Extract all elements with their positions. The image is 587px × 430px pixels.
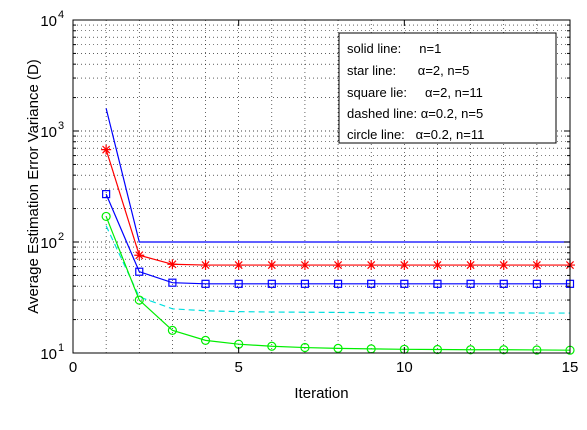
square-marker — [400, 279, 409, 288]
circle-marker — [101, 211, 111, 222]
circle-marker — [167, 325, 177, 335]
square-marker — [466, 279, 475, 288]
series-line-circle — [105, 216, 571, 351]
legend-entry-0: solid line: n=1 — [347, 41, 441, 56]
square-marker — [532, 279, 541, 288]
square-marker — [367, 279, 376, 288]
y-tick-label: 10 — [40, 13, 57, 30]
legend-entry-1: star line: α=2, n=5 — [347, 63, 469, 78]
x-tick-label: 0 — [69, 359, 77, 376]
y-tick-label: 10 — [40, 235, 57, 252]
circle-marker — [532, 345, 542, 355]
square-marker — [333, 279, 343, 288]
legend-entry-2: square lie: α=2, n=11 — [347, 85, 483, 100]
series-line-solid — [105, 108, 570, 243]
star-marker — [299, 260, 310, 271]
star-marker — [498, 260, 509, 271]
square-marker — [102, 190, 111, 199]
square-marker — [433, 279, 442, 288]
circle-marker — [466, 345, 476, 355]
x-tick-label: 5 — [234, 359, 242, 376]
square-marker — [267, 279, 276, 288]
x-axis-label: Iteration — [294, 385, 348, 402]
y-axis-label: Average Estimation Error Variance (D) — [25, 59, 42, 314]
y-tick-exponent: 1 — [58, 342, 64, 354]
y-tick-label: 10 — [40, 346, 57, 363]
square-marker — [499, 279, 508, 288]
series-layer — [101, 108, 575, 355]
legend-entry-3: dashed line: α=0.2, n=5 — [347, 106, 483, 121]
star-marker — [101, 144, 112, 155]
star-marker — [432, 260, 443, 271]
circle-marker — [134, 295, 144, 305]
series-line-dashed — [105, 225, 570, 314]
y-tick-label: 10 — [40, 124, 57, 141]
star-marker — [531, 260, 542, 271]
square-marker — [135, 267, 144, 276]
square-marker — [168, 278, 177, 287]
star-marker — [233, 260, 244, 271]
plot-frame — [72, 19, 571, 354]
square-marker — [201, 279, 210, 288]
star-marker — [200, 260, 211, 271]
legend-box — [338, 32, 557, 144]
x-tick-label: 15 — [562, 359, 579, 376]
y-tick-exponent: 4 — [58, 9, 64, 21]
y-tick-exponent: 2 — [58, 231, 64, 243]
star-marker — [399, 260, 410, 271]
star-marker — [366, 260, 377, 271]
circle-marker — [499, 345, 509, 355]
ticks — [72, 20, 571, 353]
star-marker — [167, 259, 178, 270]
circle-marker — [333, 343, 343, 354]
star-marker — [465, 260, 476, 271]
square-marker — [234, 279, 243, 288]
legend-entry-4: circle line: α=0.2, n=11 — [347, 127, 484, 142]
y-tick-exponent: 3 — [58, 120, 64, 132]
x-tick-label: 10 — [396, 359, 413, 376]
square-marker — [300, 279, 310, 288]
circle-marker — [300, 342, 310, 353]
legend: solid line: n=1 star line: α=2, n=5 squa… — [338, 32, 557, 144]
star-marker — [134, 250, 145, 261]
circle-marker — [200, 335, 211, 345]
star-marker — [266, 260, 277, 271]
star-marker — [333, 260, 344, 271]
series-line-square — [105, 193, 570, 285]
circle-marker — [432, 344, 443, 355]
circle-marker — [267, 341, 277, 351]
